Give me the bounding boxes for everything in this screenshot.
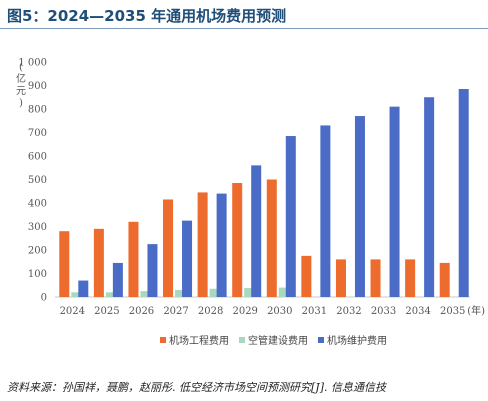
bar-airport-maintenance (216, 193, 227, 297)
x-tick-label: 2024 (60, 306, 85, 317)
bar-airport-maintenance (78, 280, 89, 297)
x-tick-label: 2034 (405, 306, 430, 317)
legend-swatch (318, 336, 324, 343)
source-note: 资料来源：孙国祥，聂鹏，赵丽彤. 低空经济市场空间预测研究[J]. 信息通信技 (7, 381, 386, 394)
x-tick-label: 2028 (198, 306, 223, 317)
legend-item: 空管建设费用 (239, 332, 308, 347)
y-tick-label: 200 (28, 246, 47, 257)
bar-airport-maintenance (424, 97, 435, 297)
y-tick-label: 1 000 (18, 58, 47, 69)
legend-item: 机场工程费用 (160, 332, 229, 347)
bar-airport-maintenance (320, 125, 331, 297)
bar-atc-construction (71, 292, 82, 297)
bar-atc-construction (105, 292, 116, 297)
bar-airport-construction (335, 259, 346, 297)
bar-airport-construction (266, 179, 277, 297)
bar-airport-maintenance (354, 116, 365, 297)
unit-char: ( (19, 62, 23, 73)
bar-atc-construction (140, 291, 151, 297)
bar-airport-construction (232, 183, 243, 297)
legend-label: 机场维护费用 (327, 336, 387, 347)
bar-atc-construction (209, 288, 220, 297)
bar-airport-construction (93, 228, 104, 297)
bar-atc-construction (278, 287, 289, 297)
bar-atc-construction (244, 288, 255, 297)
legend-swatch (160, 336, 166, 343)
bar-airport-construction (301, 255, 312, 297)
y-tick-label: 900 (28, 81, 47, 92)
unit-char: ) (19, 98, 23, 109)
bar-atc-construction (175, 289, 186, 297)
x-tick-label: 2027 (163, 306, 188, 317)
bar-airport-maintenance (389, 106, 400, 298)
bar-airport-maintenance (458, 89, 469, 298)
y-tick-label: 600 (28, 152, 47, 163)
x-tick-label: 2029 (232, 306, 257, 317)
bar-airport-maintenance (182, 220, 193, 297)
bar-airport-construction (197, 192, 208, 297)
unit-char: 亿 (16, 74, 26, 85)
y-tick-label: 0 (41, 293, 47, 304)
legend-label: 机场工程费用 (169, 336, 229, 347)
title-underline (0, 28, 488, 29)
bar-airport-maintenance (251, 165, 262, 297)
bar-airport-maintenance (147, 244, 158, 297)
bar-airport-construction (128, 221, 139, 297)
x-tick-label: 2032 (336, 306, 361, 317)
x-tick-label: 2026 (129, 306, 154, 317)
bar-airport-construction (59, 231, 70, 297)
y-tick-label: 300 (28, 222, 47, 233)
bar-airport-maintenance (112, 262, 123, 297)
legend-label: 空管建设费用 (248, 336, 308, 347)
y-tick-label: 400 (28, 199, 47, 210)
y-tick-label: 500 (28, 175, 47, 186)
bar-airport-construction (370, 259, 381, 297)
bar-airport-construction (439, 262, 450, 297)
y-tick-label: 800 (28, 105, 47, 116)
x-tick-label: 2025 (94, 306, 119, 317)
bar-chart: 0 100 200 300 400 500 600 700 800 900 1 000 2024 202… (18, 58, 485, 318)
x-tick-label: 2035 (440, 306, 465, 317)
bar-airport-construction (405, 259, 416, 297)
x-tick-label: 2030 (267, 306, 292, 317)
y-tick-label: 700 (28, 128, 47, 139)
x-axis-unit-label: (年) (467, 304, 485, 317)
y-axis-unit-label: ( 亿 元 ) (14, 62, 28, 110)
bar-airport-construction (163, 199, 174, 297)
x-tick-label: 2033 (371, 306, 396, 317)
chart-legend: 机场工程费用 空管建设费用 机场维护费用 (160, 332, 387, 347)
x-tick-label: 2031 (302, 306, 327, 317)
unit-char: 元 (16, 86, 26, 97)
bar-airport-maintenance (285, 136, 296, 297)
figure-title: 图5：2024—2035 年通用机场费用预测 (7, 7, 287, 25)
legend-item: 机场维护费用 (318, 332, 387, 347)
legend-swatch (239, 336, 245, 343)
y-tick-label: 100 (28, 269, 47, 280)
